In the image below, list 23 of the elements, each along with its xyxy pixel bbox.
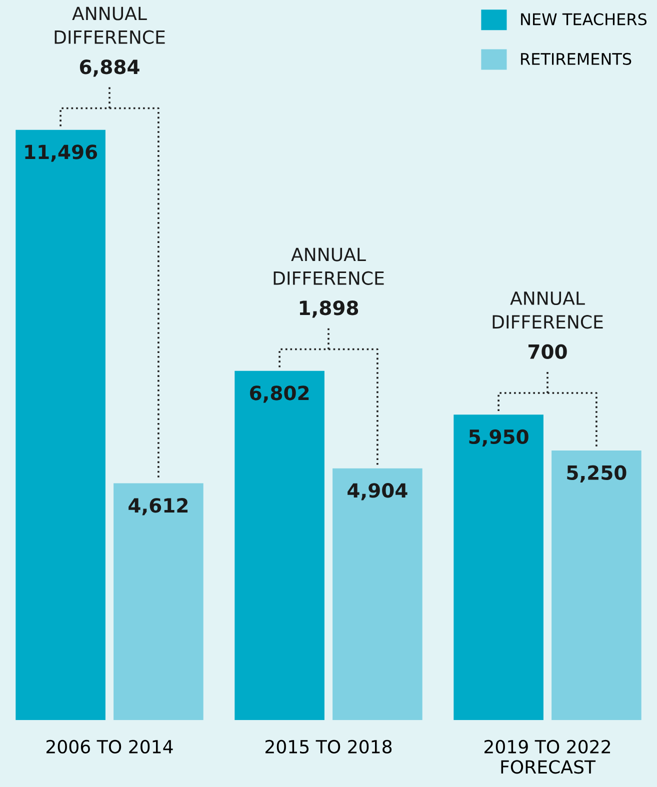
x-tick-label: 2006 TO 2014 — [46, 740, 173, 754]
bar — [16, 130, 106, 720]
bar — [114, 483, 204, 720]
annotation: ANNUAL DIFFERENCE — [492, 292, 603, 329]
annotation: 1,898 — [300, 300, 358, 318]
data-label: 4,612 — [128, 498, 188, 516]
bar — [332, 468, 422, 720]
data-label: 11,496 — [25, 144, 98, 162]
data-label: 6,802 — [250, 386, 309, 403]
annotation: 6,884 — [80, 60, 140, 77]
bar — [552, 450, 642, 720]
legend-label: NEW TEACHERS — [521, 13, 647, 26]
annotation: ANNUAL DIFFERENCE — [274, 248, 384, 285]
data-label: 5,950 — [469, 429, 528, 447]
text: ANNUAL DIFFERENCE — [54, 6, 165, 44]
bar — [234, 370, 324, 720]
annotation: 700 — [528, 344, 567, 359]
bar — [454, 414, 544, 720]
x-tick-label: 2019 TO 2022 FORECAST — [484, 740, 610, 774]
x-tick-label: 2015 TO 2018 — [266, 740, 392, 754]
legend-label: RETIREMENTS — [521, 52, 632, 65]
data-label: 5,250 — [567, 465, 626, 482]
data-label: 4,904 — [348, 483, 408, 500]
